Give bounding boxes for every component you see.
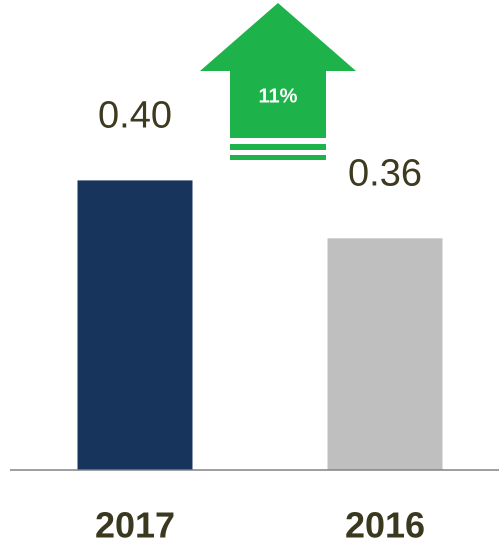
arrow-stripe	[230, 144, 326, 150]
bar	[327, 238, 443, 470]
change-label: 11%	[259, 85, 298, 107]
arrow-shaft	[230, 70, 326, 138]
arrow-stripe	[230, 155, 326, 160]
x-tick-label: 2017	[95, 505, 175, 546]
x-tick-label: 2016	[345, 505, 425, 546]
arrow-head	[200, 3, 356, 71]
value-label: 0.36	[348, 152, 422, 194]
increase-arrow: 11%	[200, 3, 356, 160]
bar	[77, 180, 193, 470]
value-label: 0.40	[98, 94, 172, 136]
